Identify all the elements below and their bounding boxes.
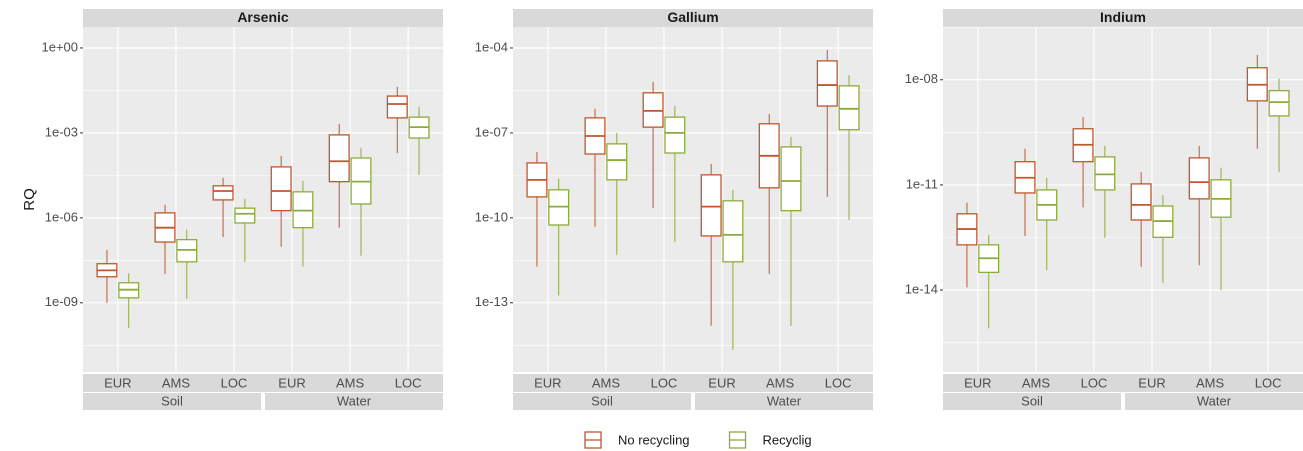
facet-title: Gallium	[667, 9, 718, 25]
box	[1130, 183, 1152, 221]
x-tick-label: AMS	[336, 375, 365, 390]
box	[212, 185, 234, 201]
facet-strip	[943, 9, 1303, 27]
x-tick-label: EUR	[278, 375, 305, 390]
y-tick-label: 1e-14	[905, 282, 938, 297]
y-axis-title: RQ	[21, 188, 38, 211]
category-strip	[513, 374, 873, 392]
y-tick-label: 1e-06	[45, 209, 78, 224]
box	[1268, 89, 1290, 117]
panel-background	[513, 27, 873, 372]
x-tick-label: EUR	[534, 375, 561, 390]
x-tick-label: LOC	[1081, 375, 1108, 390]
box	[328, 134, 350, 183]
x-tick-label: AMS	[1196, 375, 1225, 390]
legend-label: Recyclig	[763, 432, 812, 447]
x-tick-label: LOC	[825, 375, 852, 390]
x-tick-label: EUR	[104, 375, 131, 390]
y-tick-label: 1e-10	[475, 209, 508, 224]
x-tick-label: LOC	[651, 375, 678, 390]
group-label: Water	[1197, 393, 1232, 408]
box	[606, 143, 628, 181]
x-tick-label: AMS	[1022, 375, 1051, 390]
facet-title: Arsenic	[237, 9, 289, 25]
legend-label: No recycling	[618, 432, 690, 447]
box	[722, 200, 744, 263]
x-tick-label: EUR	[964, 375, 991, 390]
category-strip	[943, 374, 1303, 392]
box	[1094, 156, 1116, 191]
group-label: Soil	[161, 393, 183, 408]
box	[838, 85, 860, 131]
group-label: Soil	[1021, 393, 1043, 408]
group-label: Water	[337, 393, 372, 408]
x-tick-label: EUR	[708, 375, 735, 390]
group-strip	[943, 393, 1121, 410]
y-tick-label: 1e-09	[45, 294, 78, 309]
group-strip	[513, 393, 691, 410]
group-strip	[1125, 393, 1303, 410]
group-strip	[265, 393, 443, 410]
facet-strip	[83, 9, 443, 27]
group-label: Water	[767, 393, 802, 408]
box	[816, 60, 838, 107]
group-label: Soil	[591, 393, 613, 408]
y-tick-label: 1e-08	[905, 71, 938, 86]
category-strip	[83, 374, 443, 392]
y-tick-label: 1e+00	[41, 39, 78, 54]
panel-background	[83, 27, 443, 372]
box	[270, 166, 292, 212]
box	[386, 95, 408, 119]
facet-strip	[513, 9, 873, 27]
group-strip	[695, 393, 873, 410]
x-tick-label: AMS	[766, 375, 795, 390]
x-tick-label: AMS	[162, 375, 191, 390]
group-strip	[83, 393, 261, 410]
box	[700, 174, 722, 237]
x-tick-label: LOC	[395, 375, 422, 390]
box	[234, 207, 256, 224]
box	[1188, 157, 1210, 200]
x-tick-label: LOC	[1255, 375, 1282, 390]
x-tick-label: EUR	[1138, 375, 1165, 390]
panel-background	[943, 27, 1303, 372]
y-tick-label: 1e-04	[475, 39, 508, 54]
y-tick-label: 1e-07	[475, 124, 508, 139]
y-tick-label: 1e-11	[906, 176, 938, 191]
x-tick-label: AMS	[592, 375, 621, 390]
facet-title: Indium	[1100, 9, 1146, 25]
box	[664, 116, 686, 154]
y-tick-label: 1e-03	[45, 124, 78, 139]
x-tick-label: LOC	[221, 375, 248, 390]
box	[780, 146, 802, 212]
y-tick-label: 1e-13	[475, 294, 508, 309]
